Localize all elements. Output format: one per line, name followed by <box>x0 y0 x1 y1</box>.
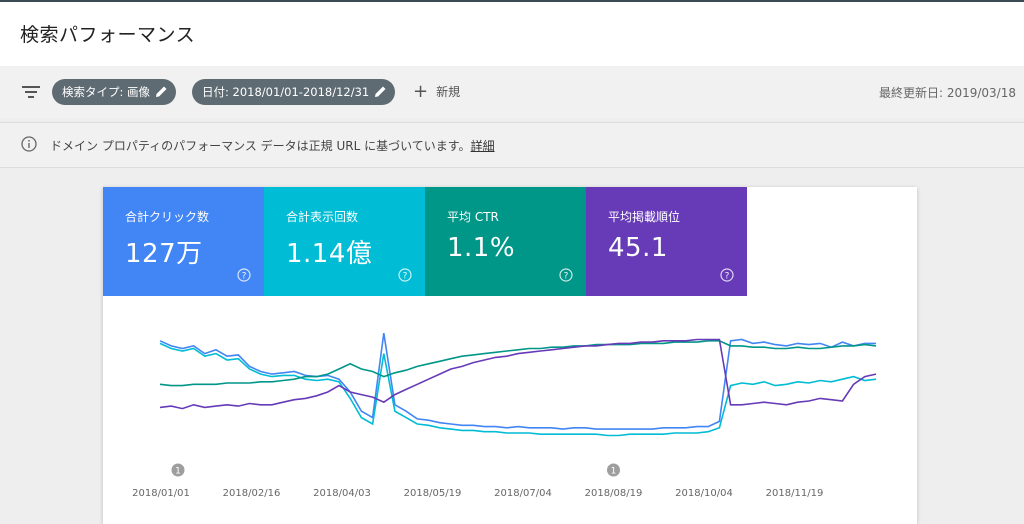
search-type-chip-label: 検索タイプ: 画像 <box>62 85 151 99</box>
filter-bar: 検索タイプ: 画像 日付: 2018/01/01-2018/12/31 + 新規 … <box>0 66 1024 118</box>
x-tick-label: 2018/02/16 <box>223 488 281 499</box>
metric-value: 45.1 <box>608 233 668 263</box>
svg-text:?: ? <box>242 272 247 282</box>
metric-value: 1.1% <box>447 233 516 263</box>
filter-icon[interactable] <box>22 84 40 100</box>
series-line-2 <box>159 339 877 387</box>
pencil-icon <box>156 86 167 97</box>
x-tick-label: 2018/01/01 <box>132 488 190 499</box>
learn-more-link[interactable]: 詳細 <box>470 139 495 153</box>
help-icon[interactable]: ? <box>559 268 573 282</box>
date-range-chip-label: 日付: 2018/01/01-2018/12/31 <box>202 85 370 99</box>
metric-label: 合計表示回数 <box>286 210 359 224</box>
help-icon[interactable]: ? <box>720 268 734 282</box>
svg-text:?: ? <box>403 272 408 282</box>
metric-label: 合計クリック数 <box>125 210 210 224</box>
x-tick-label: 2018/08/19 <box>585 488 643 499</box>
metric-label: 平均 CTR <box>447 210 499 224</box>
help-icon[interactable]: ? <box>398 268 412 282</box>
metric-average-ctr[interactable]: 平均 CTR 1.1% ? <box>425 187 586 296</box>
annotation-label: 1 <box>175 467 181 477</box>
x-tick-label: 2018/04/03 <box>313 488 371 499</box>
help-icon[interactable]: ? <box>237 268 251 282</box>
metric-value: 1.14億 <box>286 239 373 269</box>
page-header: 検索パフォーマンス <box>0 0 1024 66</box>
x-tick-label: 2018/05/19 <box>404 488 462 499</box>
add-filter-button[interactable]: + 新規 <box>413 79 460 105</box>
notice-message: ドメイン プロパティのパフォーマンス データは正規 URL に基づいています。詳… <box>50 137 495 154</box>
last-updated-text: 最終更新日: 2019/03/18 <box>878 86 1016 100</box>
performance-line-chart: 2018/01/01 2018/02/16 2018/04/03 2018/05/19… <box>132 332 877 499</box>
series-line-1 <box>159 342 877 437</box>
info-icon <box>21 136 37 152</box>
x-tick-label: 2018/11/19 <box>766 488 824 499</box>
date-range-chip[interactable]: 日付: 2018/01/01-2018/12/31 <box>192 79 396 105</box>
metric-value: 127万 <box>125 239 203 269</box>
series-line-0 <box>159 332 876 430</box>
page-title: 検索パフォーマンス <box>20 24 196 46</box>
series-line-3 <box>159 338 877 410</box>
x-tick-label: 2018/07/04 <box>494 488 552 499</box>
metric-total-clicks[interactable]: 合計クリック数 127万 ? <box>103 187 264 296</box>
svg-text:?: ? <box>725 272 730 282</box>
metric-label: 平均掲載順位 <box>608 210 681 224</box>
add-filter-label: 新規 <box>436 85 461 99</box>
annotation-label: 1 <box>611 467 617 477</box>
search-type-chip[interactable]: 検索タイプ: 画像 <box>52 79 177 105</box>
plus-icon: + <box>413 81 429 102</box>
info-notice: ドメイン プロパティのパフォーマンス データは正規 URL に基づいています。詳… <box>0 122 1024 168</box>
annotation-marker[interactable]: 1 <box>171 463 185 477</box>
metric-average-position[interactable]: 平均掲載順位 45.1 ? <box>586 187 747 296</box>
annotation-marker[interactable]: 1 <box>607 463 620 477</box>
pencil-icon <box>375 86 386 97</box>
x-tick-label: 2018/10/04 <box>675 488 733 499</box>
metric-total-impressions[interactable]: 合計表示回数 1.14億 ? <box>264 187 425 296</box>
svg-text:?: ? <box>564 272 569 282</box>
notice-text: ドメイン プロパティのパフォーマンス データは正規 URL に基づいています。 <box>50 139 471 153</box>
